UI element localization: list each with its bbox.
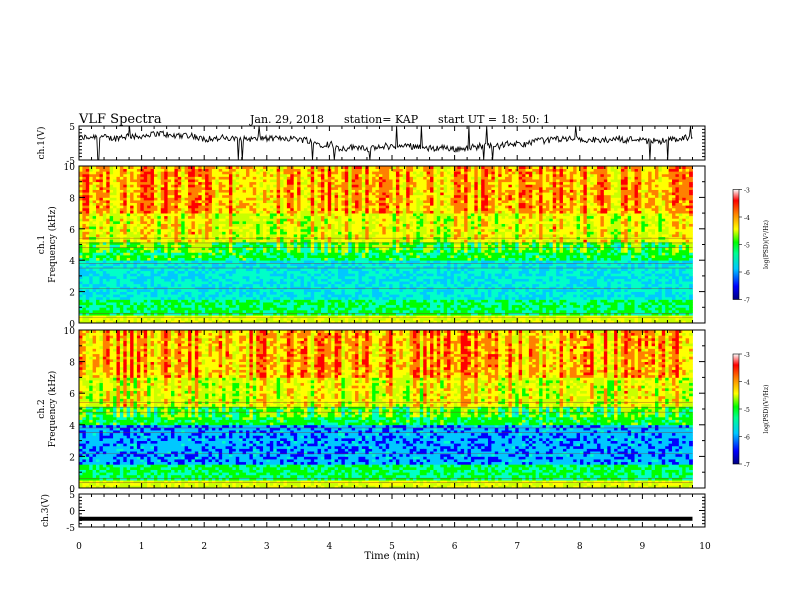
x-tick-label: 9 [640,542,646,552]
y-tick-label: 5 [69,491,75,501]
spectrogram-ch1 [79,166,693,324]
y-tick-label: 4 [69,422,75,432]
x-tick-label: 5 [389,542,395,552]
y-tick-label: 0 [69,320,75,330]
colorbar-tick-label: -4 [744,215,750,222]
colorbar-tick-label: -5 [744,243,750,250]
colorbar-label: log(PSD)(V²/Hz) [763,385,770,434]
time-axis-label: Time (min) [364,551,419,562]
ch1-waveform-trace [78,125,693,161]
y-tick-label: 8 [69,194,75,204]
y-tick-label: -5 [66,524,75,534]
ch2-channel-label: ch.2 [37,399,47,418]
colorbar-tick-label: -3 [744,352,750,359]
x-tick-label: 10 [699,542,711,552]
y-tick-label: 4 [69,257,75,267]
colorbar-tick-label: -6 [744,435,750,442]
y-tick-label: 6 [69,390,75,400]
y-tick-label: 2 [69,453,75,463]
colorbar-tick-label: -5 [744,407,750,414]
colorbar-tick-label: -7 [744,462,750,469]
x-tick-label: 1 [139,542,145,552]
panel-frame-0 [78,125,706,161]
x-tick-label: 3 [264,542,270,552]
x-tick-label: 7 [514,542,520,552]
colorbar-tick-label: -7 [744,298,750,305]
y-tick-label: 6 [69,226,75,236]
y-tick-label: 0 [69,508,75,518]
x-tick-label: 2 [201,542,207,552]
ch1-frequency-axis-label: Frequency (kHz) [47,206,58,283]
x-tick-label: 6 [452,542,458,552]
ch2-frequency-axis-label: Frequency (kHz) [47,371,58,448]
y-tick-label: 8 [69,359,75,369]
colorbar-label: log(PSD)(V²/Hz) [763,220,770,269]
figure-title: VLF Spectra [79,112,162,127]
colorbar-tick-label: -6 [744,270,750,277]
y-tick-label: 0 [69,485,75,495]
ch1-channel-label: ch.1 [37,235,47,254]
x-tick-label: 0 [76,542,82,552]
colorbar-tick-label: -4 [744,380,750,387]
x-tick-label: 8 [577,542,583,552]
spectrogram-ch2 [79,330,693,489]
colorbar-ch2 [732,353,740,465]
ch1-voltage-axis-label: ch.1(V) [36,127,47,160]
start-time-label: start UT = 18: 50: 1 [438,113,550,126]
y-tick-label: 5 [69,123,75,133]
y-tick-label: -5 [66,157,75,167]
colorbar-tick-label: -3 [744,188,750,195]
y-tick-label: 10 [64,163,76,173]
y-tick-label: 2 [69,289,75,299]
ch3-voltage-axis-label: ch.3(V) [40,494,51,527]
station-label: station= KAP [344,113,418,126]
x-tick-label: 4 [327,542,333,552]
date-label: Jan. 29, 2018 [250,113,324,126]
colorbar-ch1 [732,189,740,300]
y-tick-label: 10 [64,327,76,337]
